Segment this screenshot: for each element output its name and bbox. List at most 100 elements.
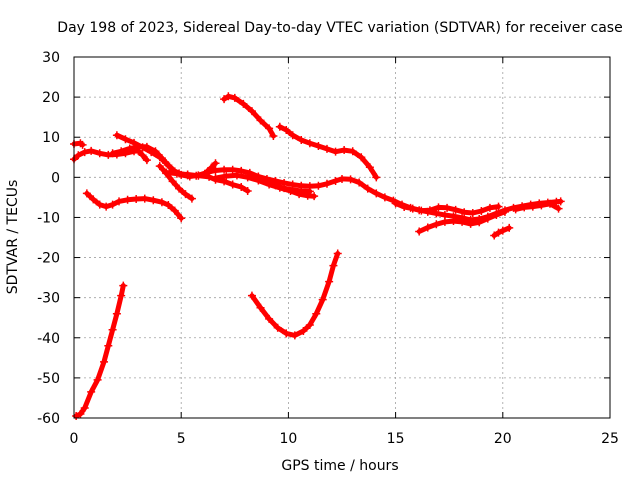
plot-frame — [73, 56, 611, 419]
data-point — [466, 219, 475, 228]
data-point — [93, 375, 102, 384]
data-point — [140, 194, 149, 203]
data-point — [417, 206, 426, 215]
y-tick-label: 0 — [51, 170, 60, 186]
y-tick-label: -60 — [37, 411, 60, 427]
data-point — [310, 192, 319, 201]
data-point — [415, 227, 424, 236]
data-point — [157, 154, 166, 163]
data-point — [230, 93, 239, 102]
data-point — [142, 156, 151, 165]
series-track-12 — [247, 249, 342, 340]
data-point — [115, 197, 124, 206]
y-tick-label: 10 — [42, 130, 60, 146]
data-point — [425, 206, 434, 215]
data-point — [112, 131, 121, 140]
data-point — [121, 135, 130, 144]
data-point — [423, 223, 432, 232]
data-point — [187, 194, 196, 203]
data-point — [108, 325, 117, 334]
data-point — [228, 180, 237, 189]
data-point — [449, 217, 458, 226]
data-point — [256, 116, 265, 125]
series-line — [491, 225, 512, 238]
data-point — [333, 249, 342, 258]
data-point — [87, 146, 96, 155]
data-point — [391, 199, 400, 208]
data-point — [142, 142, 151, 151]
data-point — [168, 177, 177, 186]
data-point — [80, 148, 89, 157]
data-point — [151, 147, 160, 156]
series-track-15 — [415, 207, 509, 236]
data-point — [460, 208, 469, 217]
data-point — [408, 204, 417, 213]
data-point — [177, 214, 186, 223]
data-point — [175, 184, 184, 193]
data-point — [82, 189, 91, 198]
data-point — [297, 136, 306, 145]
data-point — [468, 209, 477, 218]
data-point — [485, 203, 494, 212]
data-point — [520, 203, 529, 212]
data-point — [305, 187, 314, 196]
y-tick-label: -10 — [37, 210, 60, 226]
data-point — [138, 151, 147, 160]
data-point — [157, 198, 166, 207]
data-point — [224, 92, 233, 101]
data-point — [273, 323, 282, 332]
data-point — [282, 329, 291, 338]
data-point — [78, 140, 87, 149]
data-point — [164, 201, 173, 210]
data-point — [74, 151, 83, 160]
data-point — [305, 320, 314, 329]
data-point — [132, 194, 141, 203]
data-point — [95, 149, 104, 158]
data-point — [440, 217, 449, 226]
data-point — [183, 170, 192, 179]
data-point — [434, 203, 443, 212]
data-point — [265, 314, 274, 323]
data-point — [363, 184, 372, 193]
data-point — [458, 217, 467, 226]
data-point — [119, 281, 128, 290]
data-point — [95, 200, 104, 209]
data-point — [80, 403, 89, 412]
data-point — [149, 196, 158, 205]
data-point — [211, 174, 220, 183]
data-point — [432, 220, 441, 229]
y-tick-label: -40 — [37, 331, 60, 347]
data-point — [355, 178, 364, 187]
data-point — [372, 189, 381, 198]
data-point — [346, 175, 355, 184]
data-point — [338, 174, 346, 183]
data-point — [505, 223, 514, 232]
data-point — [537, 201, 546, 210]
y-tick-label: -30 — [37, 291, 60, 307]
series-track-3 — [82, 189, 186, 223]
data-point — [254, 175, 263, 184]
chart-title: Day 198 of 2023, Sidereal Day-to-day VTE… — [57, 20, 622, 36]
y-tick-label: 20 — [42, 90, 60, 106]
x-tick-label: 20 — [494, 431, 512, 447]
data-point — [220, 165, 229, 174]
series-track-13 — [72, 281, 128, 420]
data-point — [262, 178, 271, 187]
data-point — [269, 132, 278, 141]
y-tick-label: -20 — [37, 251, 60, 267]
series-track-17 — [511, 199, 563, 214]
series-track-11 — [275, 122, 381, 182]
data-point — [483, 214, 492, 223]
data-point — [312, 309, 321, 318]
data-point — [314, 142, 323, 151]
data-point — [288, 185, 297, 194]
data-point — [247, 107, 256, 116]
data-point — [232, 171, 241, 180]
data-point — [331, 176, 340, 185]
data-point — [545, 199, 554, 208]
x-tick-label: 0 — [70, 431, 79, 447]
series-layer — [70, 92, 565, 420]
data-point — [322, 144, 331, 153]
